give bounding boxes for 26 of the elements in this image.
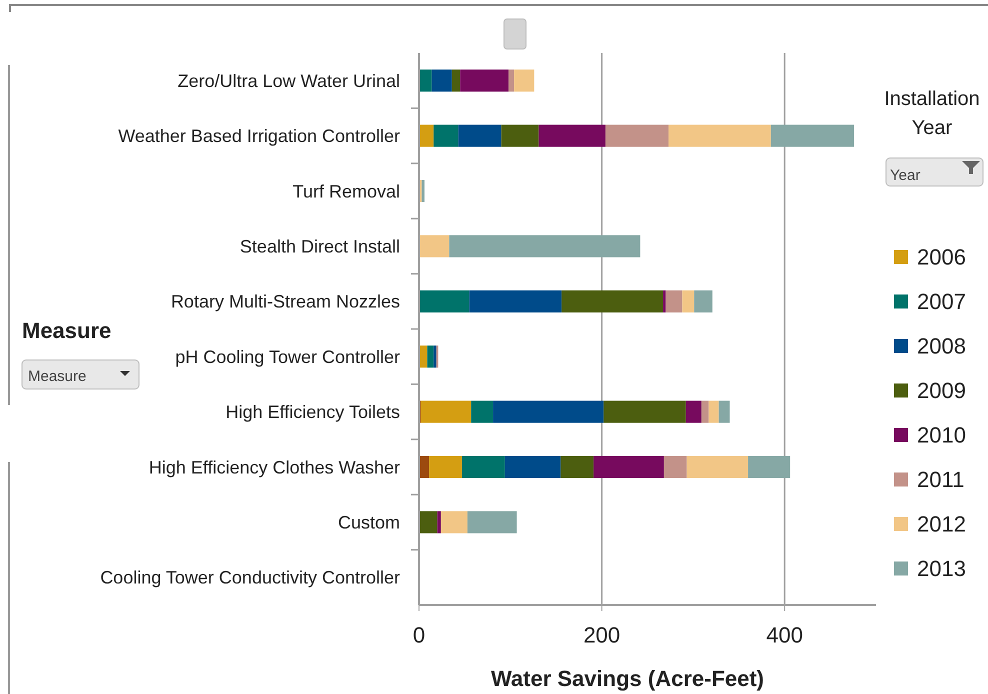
x-axis-title: Water Savings (Acre-Feet) [490, 666, 764, 691]
legend-label: 2009 [917, 378, 966, 404]
legend-label: 2010 [917, 422, 966, 448]
legend-label: 2011 [917, 467, 964, 492]
y-tick-label: Stealth Direct Install [240, 236, 400, 256]
y-tick-label: Weather Based Irrigation Controller [118, 126, 400, 146]
y-axis-title: Measure [22, 318, 112, 343]
y-tick-label: Turf Removal [292, 181, 400, 202]
x-tick-label: 0 [412, 622, 426, 648]
legend-label: 2006 [917, 244, 966, 270]
dropdown: Measure [22, 360, 140, 390]
x-tick-label: 400 [766, 622, 803, 648]
y-tick-label: Zero/Ultra Low Water Urinal [178, 70, 400, 91]
dropdown: Year [886, 158, 984, 186]
legend-label: 2013 [917, 556, 966, 582]
legend-title: Installation Year [884, 88, 980, 139]
y-tick-label: Cooling Tower Conductivity Controller [100, 568, 400, 588]
x-tick-label: 200 [583, 622, 620, 648]
y-tick-label: Rotary Multi-Stream Nozzles [170, 292, 400, 312]
legend-label: 2007 [917, 289, 966, 314]
y-tick-label: High Efficiency Toilets [226, 402, 400, 422]
y-tick-label: pH Cooling Tower Controller [175, 346, 400, 367]
legend-label: 2012 [917, 512, 966, 537]
y-tick-label: Custom [338, 512, 400, 532]
legend-label: 2008 [917, 334, 966, 359]
y-tick-label: High Efficiency Clothes Washer [148, 457, 400, 478]
